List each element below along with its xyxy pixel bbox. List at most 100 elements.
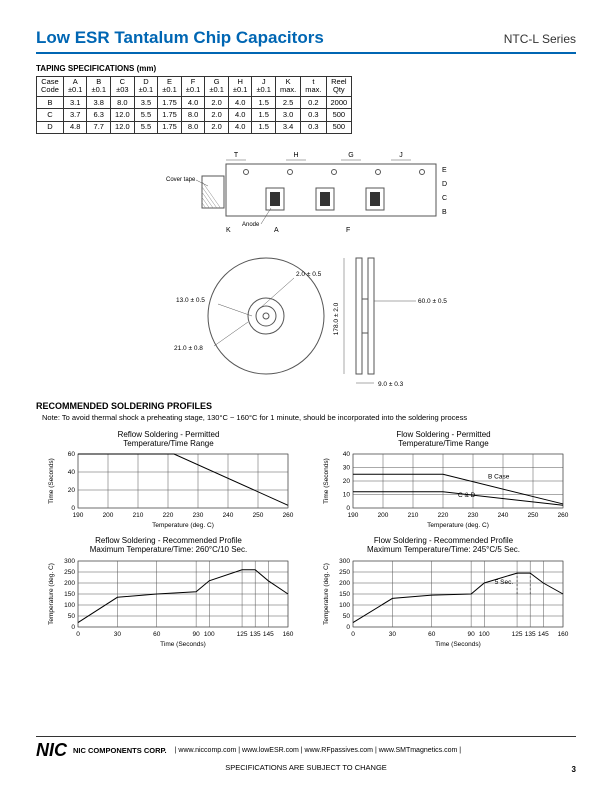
svg-text:C & D: C & D — [458, 492, 476, 499]
svg-text:B Case: B Case — [488, 473, 510, 480]
svg-text:90: 90 — [192, 631, 200, 638]
chart-title-2a: Flow Soldering - Permitted — [311, 430, 576, 439]
taping-heading: TAPING SPECIFICATIONS (mm) — [36, 64, 576, 73]
svg-text:13.0 ± 0.5: 13.0 ± 0.5 — [176, 297, 205, 304]
svg-text:0: 0 — [346, 624, 350, 631]
svg-text:Time (Seconds): Time (Seconds) — [435, 641, 481, 648]
page-number: 3 — [572, 765, 576, 774]
svg-text:260: 260 — [557, 512, 568, 519]
svg-text:40: 40 — [342, 451, 350, 458]
svg-text:145: 145 — [262, 631, 273, 638]
page-title: Low ESR Tantalum Chip Capacitors — [36, 28, 324, 48]
chart-title-3a: Reflow Soldering - Recommended Profile — [36, 536, 301, 545]
svg-text:135: 135 — [524, 631, 535, 638]
chart-title-2b: Temperature/Time Range — [311, 439, 576, 448]
svg-text:200: 200 — [377, 512, 388, 519]
svg-text:300: 300 — [339, 558, 350, 565]
svg-text:0: 0 — [76, 631, 80, 638]
svg-text:C: C — [442, 195, 447, 202]
svg-text:50: 50 — [67, 613, 75, 620]
header-rule — [36, 52, 576, 54]
chart0-svg: 0204060190200210220230240250260Temperatu… — [44, 450, 294, 530]
svg-text:Temperature (deg. C): Temperature (deg. C) — [427, 522, 489, 529]
svg-text:0: 0 — [71, 624, 75, 631]
svg-text:G: G — [348, 152, 353, 159]
chart-flow-permitted: Flow Soldering - Permitted Temperature/T… — [311, 430, 576, 530]
svg-text:200: 200 — [102, 512, 113, 519]
svg-text:Temperature (deg. C): Temperature (deg. C) — [323, 563, 330, 625]
svg-text:9.0 ± 0.3: 9.0 ± 0.3 — [378, 381, 404, 388]
svg-text:300: 300 — [64, 558, 75, 565]
svg-text:60.0 ± 0.5: 60.0 ± 0.5 — [418, 298, 447, 305]
corp-name: NIC COMPONENTS CORP. — [73, 746, 167, 755]
svg-text:40: 40 — [67, 469, 75, 476]
svg-text:250: 250 — [64, 569, 75, 576]
svg-text:Cover tape: Cover tape — [166, 177, 196, 183]
chart-reflow-profile: Reflow Soldering - Recommended Profile M… — [36, 536, 301, 648]
svg-text:Time (Seconds): Time (Seconds) — [160, 641, 206, 648]
svg-text:145: 145 — [537, 631, 548, 638]
soldering-note: Note: To avoid thermal shock a preheatin… — [42, 413, 576, 422]
chart-title-4b: Maximum Temperature/Time: 245°C/5 Sec. — [311, 545, 576, 554]
svg-text:210: 210 — [132, 512, 143, 519]
svg-text:160: 160 — [557, 631, 568, 638]
svg-text:10: 10 — [342, 492, 350, 499]
soldering-heading: RECOMMENDED SOLDERING PROFILES — [36, 401, 576, 411]
svg-text:125: 125 — [511, 631, 522, 638]
svg-text:260: 260 — [282, 512, 293, 519]
svg-text:240: 240 — [497, 512, 508, 519]
svg-text:190: 190 — [72, 512, 83, 519]
chart-reflow-permitted: Reflow Soldering - Permitted Temperature… — [36, 430, 301, 530]
svg-text:100: 100 — [478, 631, 489, 638]
svg-text:150: 150 — [339, 591, 350, 598]
taping-table: CaseCodeA±0.1B±0.1C±03D±0.1E±0.1F±0.1G±0… — [36, 76, 352, 134]
tape-diagram: Cover tapeTHGJEDCBKAFAnode — [36, 146, 576, 241]
svg-text:125: 125 — [236, 631, 247, 638]
svg-text:E: E — [442, 167, 447, 174]
reel-diagram: 2.0 ± 0.513.0 ± 0.521.0 ± 0.8178.0 ± 2.0… — [36, 241, 576, 391]
svg-text:Anode: Anode — [242, 222, 260, 228]
svg-text:H: H — [293, 152, 298, 159]
svg-text:200: 200 — [64, 580, 75, 587]
svg-text:100: 100 — [203, 631, 214, 638]
chart-title-4a: Flow Soldering - Recommended Profile — [311, 536, 576, 545]
tape-diagram-svg: Cover tapeTHGJEDCBKAFAnode — [146, 146, 466, 241]
svg-text:250: 250 — [527, 512, 538, 519]
svg-text:200: 200 — [339, 580, 350, 587]
svg-text:230: 230 — [192, 512, 203, 519]
svg-text:135: 135 — [249, 631, 260, 638]
svg-text:160: 160 — [282, 631, 293, 638]
svg-text:20: 20 — [342, 478, 350, 485]
svg-text:190: 190 — [347, 512, 358, 519]
svg-text:Time (Seconds): Time (Seconds) — [323, 458, 330, 504]
svg-text:178.0 ± 2.0: 178.0 ± 2.0 — [333, 302, 340, 335]
svg-text:5 Sec.: 5 Sec. — [494, 579, 513, 586]
svg-text:K: K — [226, 227, 231, 234]
svg-text:250: 250 — [252, 512, 263, 519]
svg-text:D: D — [442, 181, 447, 188]
chart-flow-profile: Flow Soldering - Recommended Profile Max… — [311, 536, 576, 648]
spec-change: SPECIFICATIONS ARE SUBJECT TO CHANGE — [36, 763, 576, 772]
chart1-svg: 010203040190200210220230240250260B CaseC… — [319, 450, 569, 530]
svg-text:B: B — [442, 209, 447, 216]
chart-title-3b: Maximum Temperature/Time: 260°C/10 Sec. — [36, 545, 301, 554]
svg-text:0: 0 — [346, 505, 350, 512]
svg-text:60: 60 — [428, 631, 436, 638]
chart2-svg: 0501001502002503000306090100125135145160… — [44, 557, 294, 649]
reel-diagram-svg: 2.0 ± 0.513.0 ± 0.521.0 ± 0.8178.0 ± 2.0… — [146, 241, 466, 391]
svg-text:50: 50 — [342, 613, 350, 620]
svg-text:30: 30 — [388, 631, 396, 638]
svg-text:100: 100 — [339, 602, 350, 609]
svg-text:90: 90 — [467, 631, 475, 638]
svg-text:60: 60 — [153, 631, 161, 638]
svg-text:0: 0 — [351, 631, 355, 638]
logo: NIC — [36, 740, 67, 761]
footer-rule — [36, 736, 576, 737]
svg-text:210: 210 — [407, 512, 418, 519]
svg-text:150: 150 — [64, 591, 75, 598]
svg-text:F: F — [346, 227, 350, 234]
svg-text:J: J — [399, 152, 403, 159]
svg-text:30: 30 — [113, 631, 121, 638]
chart-title-1a: Reflow Soldering - Permitted — [36, 430, 301, 439]
chart3-svg: 0501001502002503000306090100125135145160… — [319, 557, 569, 649]
